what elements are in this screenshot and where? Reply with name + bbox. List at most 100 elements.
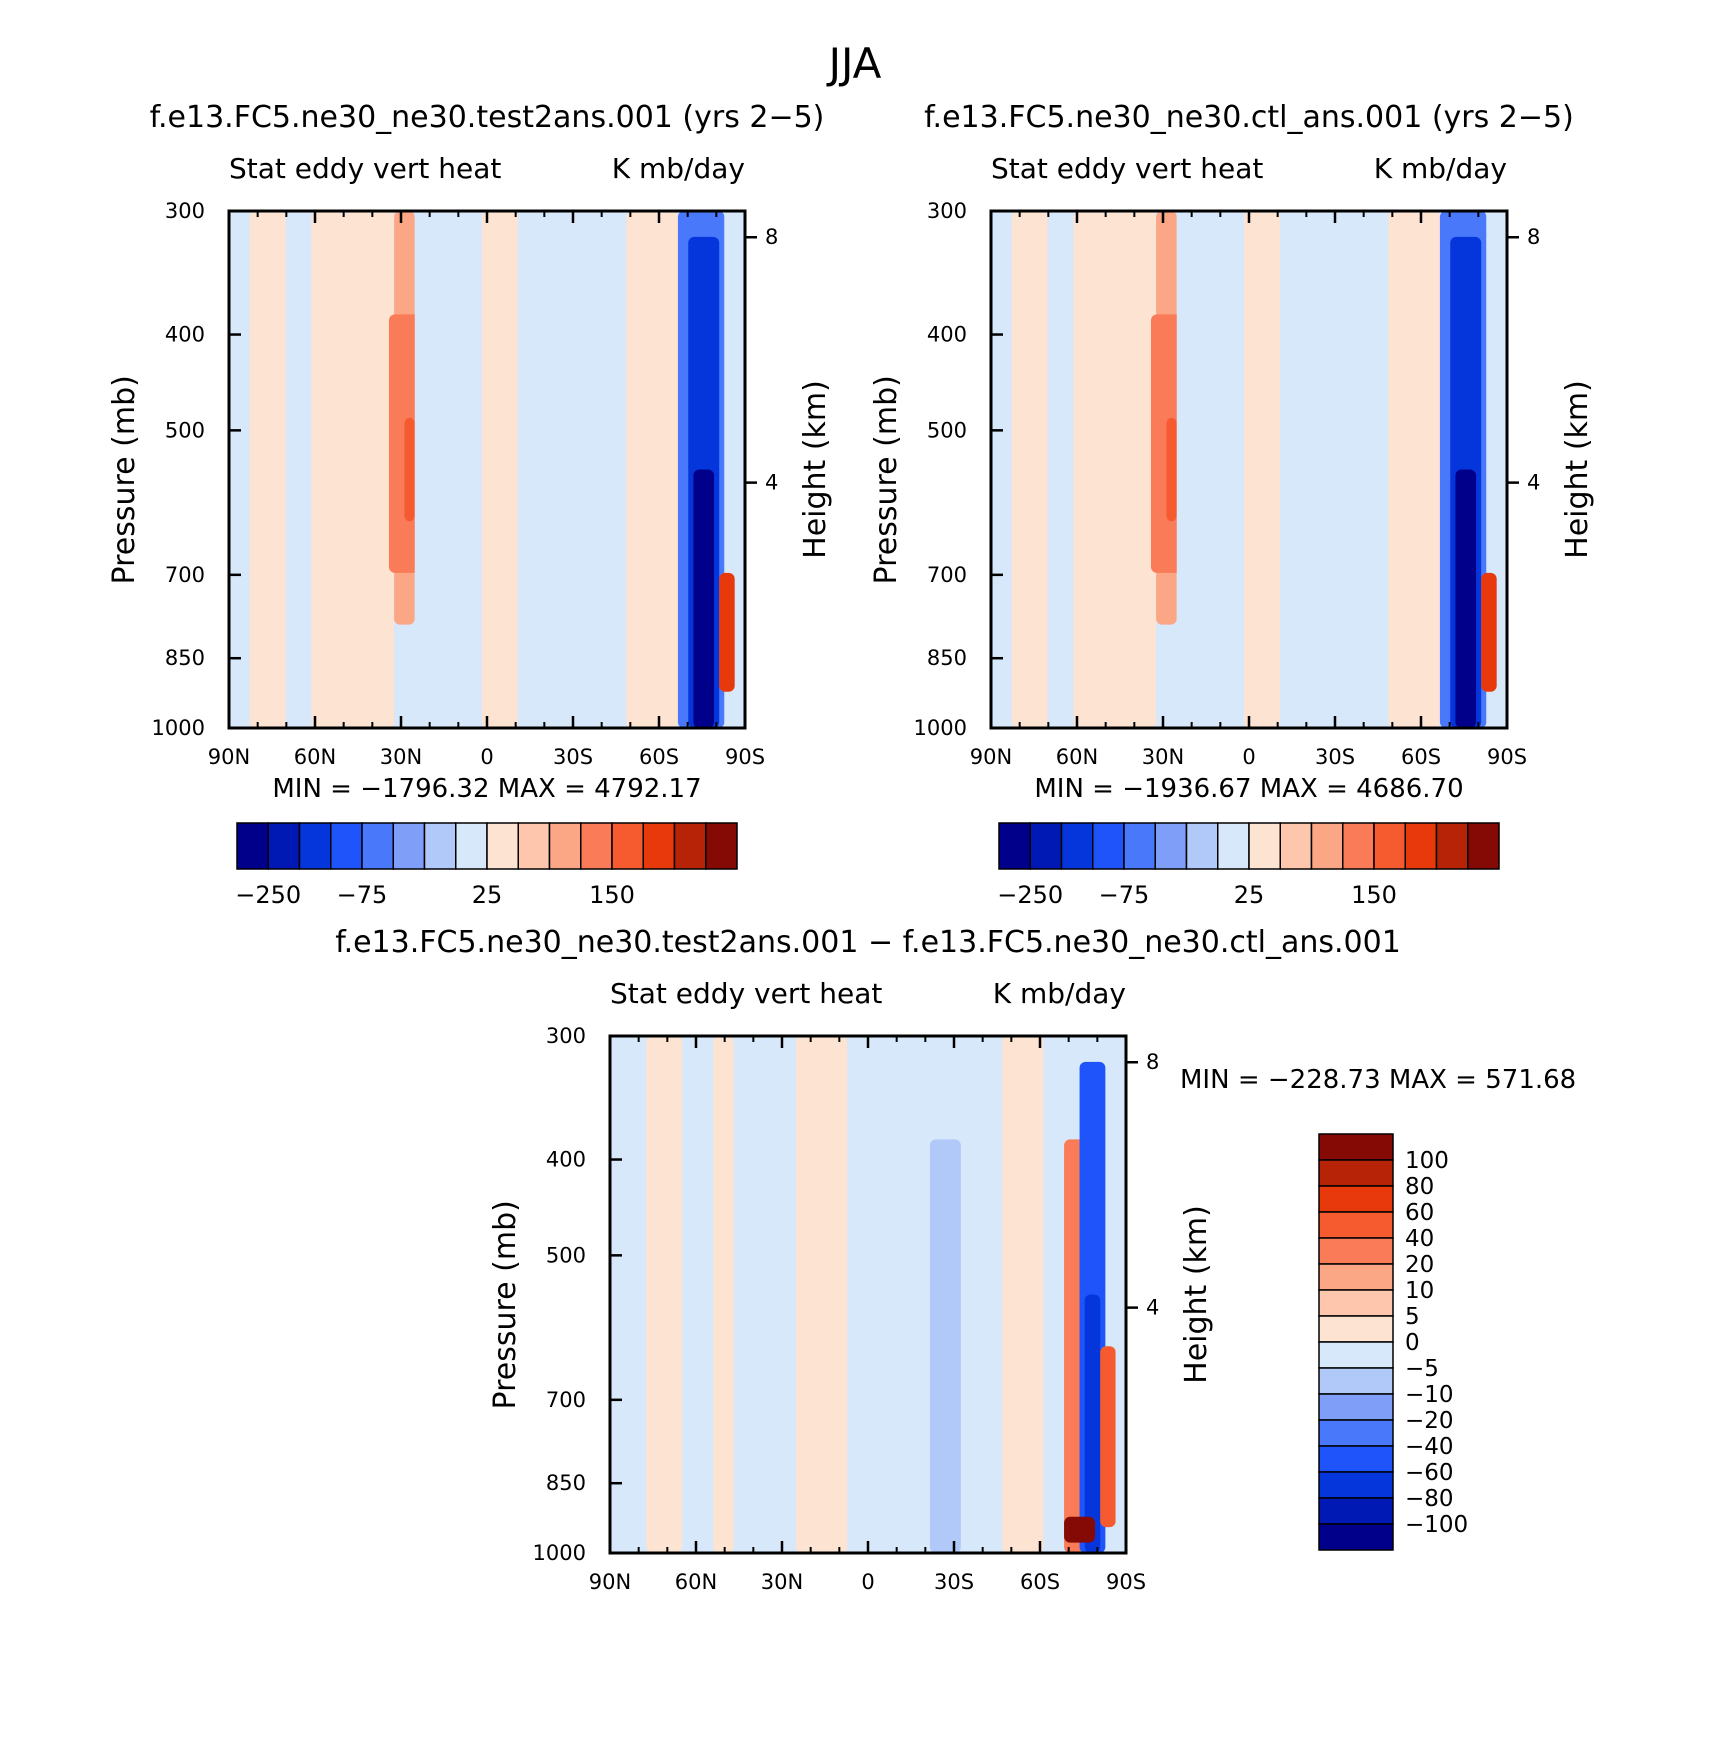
colorbar-swatch	[1248, 822, 1281, 870]
colorbar-swatch	[1318, 1159, 1394, 1187]
contour-band	[1388, 211, 1440, 728]
y2-tick-label: 4	[765, 471, 778, 495]
panel-units-label: K mb/day	[1374, 152, 1507, 185]
colorbar-swatch	[1092, 822, 1125, 870]
x-tick-label: 30N	[380, 745, 422, 769]
x-tick-label: 30N	[761, 1570, 803, 1594]
colorbar-swatch	[1318, 1185, 1394, 1213]
colorbar-tick-label: 5	[1405, 1304, 1420, 1330]
contour-band	[1115, 1036, 1126, 1553]
contour-band	[342, 211, 395, 728]
colorbar-tick-label: 40	[1405, 1226, 1434, 1252]
contour-band	[404, 417, 415, 522]
panel-units-label: K mb/day	[993, 977, 1126, 1010]
x-tick-label: 30N	[1142, 745, 1184, 769]
contour-field	[610, 1036, 1126, 1553]
contour-band	[991, 211, 1012, 728]
colorbar-swatch	[361, 822, 394, 870]
x-tick-label: 60N	[294, 745, 336, 769]
contour-band	[719, 572, 735, 692]
panel-units-label: K mb/day	[612, 152, 745, 185]
colorbar-tick-label: −80	[1405, 1486, 1454, 1512]
contour-field	[991, 211, 1507, 728]
colorbar-swatch	[1318, 1237, 1394, 1265]
y2-tick-label: 4	[1146, 1296, 1159, 1320]
colorbar-swatch	[267, 822, 301, 870]
y2-tick-label: 4	[1527, 471, 1540, 495]
x-tick-label: 0	[861, 1570, 874, 1594]
colorbar-swatch	[1185, 822, 1219, 870]
colorbar-tick-label: 25	[472, 881, 503, 909]
colorbar-swatch	[455, 822, 488, 870]
colorbar-swatch	[1318, 1341, 1394, 1369]
colorbar-tick-label: 25	[1234, 881, 1265, 909]
contour-band	[733, 1036, 796, 1553]
x-tick-label: 60S	[1401, 745, 1441, 769]
x-tick-label: 90N	[589, 1570, 631, 1594]
colorbar-swatch	[1318, 1263, 1394, 1291]
colorbar-top-1: −250 −75 25 150	[235, 822, 738, 909]
contour-band	[847, 1036, 920, 1553]
x-tick-label: 90S	[725, 745, 765, 769]
contour-band	[1176, 211, 1244, 728]
y-tick-label: 400	[927, 323, 967, 347]
colorbar-tick-label: −20	[1405, 1408, 1454, 1434]
colorbar-swatch	[1318, 1523, 1394, 1551]
contour-band	[1279, 211, 1389, 728]
colorbar-swatch	[423, 822, 457, 870]
colorbar-swatch	[611, 822, 644, 870]
contour-band	[1073, 211, 1105, 728]
x-tick-label: 60S	[1020, 1570, 1060, 1594]
colorbar-tick-label: −250	[235, 881, 301, 909]
colorbar-tick-label: −40	[1405, 1434, 1454, 1460]
contour-band	[1481, 572, 1497, 692]
colorbar-swatch	[1279, 822, 1313, 870]
colorbar-tick-label: 0	[1405, 1330, 1420, 1356]
y-tick-label: 300	[546, 1024, 586, 1048]
contour-band	[1047, 211, 1074, 728]
x-tick-label: 60S	[639, 745, 679, 769]
colorbar-swatch	[548, 822, 582, 870]
y-axis-label: Pressure (mb)	[107, 375, 142, 584]
colorbar-swatch	[1318, 1497, 1394, 1525]
min-max-label: MIN = −1796.32 MAX = 4792.17	[272, 774, 701, 804]
colorbar-swatch	[1318, 1367, 1394, 1395]
y-axis-label: Pressure (mb)	[488, 1200, 523, 1409]
colorbar-swatch	[998, 822, 1031, 870]
colorbar-swatch	[1310, 822, 1344, 870]
colorbar-swatch	[1342, 822, 1375, 870]
y-tick-label: 400	[546, 1148, 586, 1172]
contour-field	[229, 211, 745, 728]
contour-band	[1064, 1516, 1096, 1543]
contour-band	[229, 211, 250, 728]
colorbar-swatch	[1318, 1211, 1394, 1239]
y-tick-label: 300	[927, 199, 967, 223]
contour-band	[1104, 211, 1157, 728]
x-tick-label: 60N	[1056, 745, 1098, 769]
contour-band	[693, 469, 715, 728]
colorbar-tick-label: 150	[1351, 881, 1397, 909]
panel-left-label: Stat eddy vert heat	[991, 152, 1263, 185]
colorbar-tick-label: 10	[1405, 1278, 1434, 1304]
colorbar-top-2: −250 −75 25 150	[997, 822, 1500, 909]
contour-band	[311, 211, 343, 728]
contour-band	[682, 1036, 714, 1553]
y2-axis-label: Height (km)	[798, 380, 833, 559]
y2-axis-label: Height (km)	[1179, 1205, 1214, 1384]
y-tick-label: 500	[546, 1243, 586, 1267]
colorbar-tick-label: −10	[1405, 1382, 1454, 1408]
contour-band	[929, 1139, 961, 1553]
colorbar-swatch	[642, 822, 676, 870]
x-tick-label: 90N	[208, 745, 250, 769]
contour-band	[414, 211, 482, 728]
contour-band	[285, 211, 312, 728]
colorbar-tick-label: 80	[1405, 1174, 1434, 1200]
colorbar-swatch	[1029, 822, 1063, 870]
y-tick-label: 700	[927, 563, 967, 587]
min-max-label: MIN = −228.73 MAX = 571.68	[1180, 1065, 1576, 1095]
colorbar-swatch	[1318, 1133, 1394, 1161]
colorbar-tick-label: −75	[337, 881, 388, 909]
x-tick-label: 30S	[553, 745, 593, 769]
y2-tick-label: 8	[1146, 1050, 1159, 1074]
colorbar-tick-label: −60	[1405, 1460, 1454, 1486]
